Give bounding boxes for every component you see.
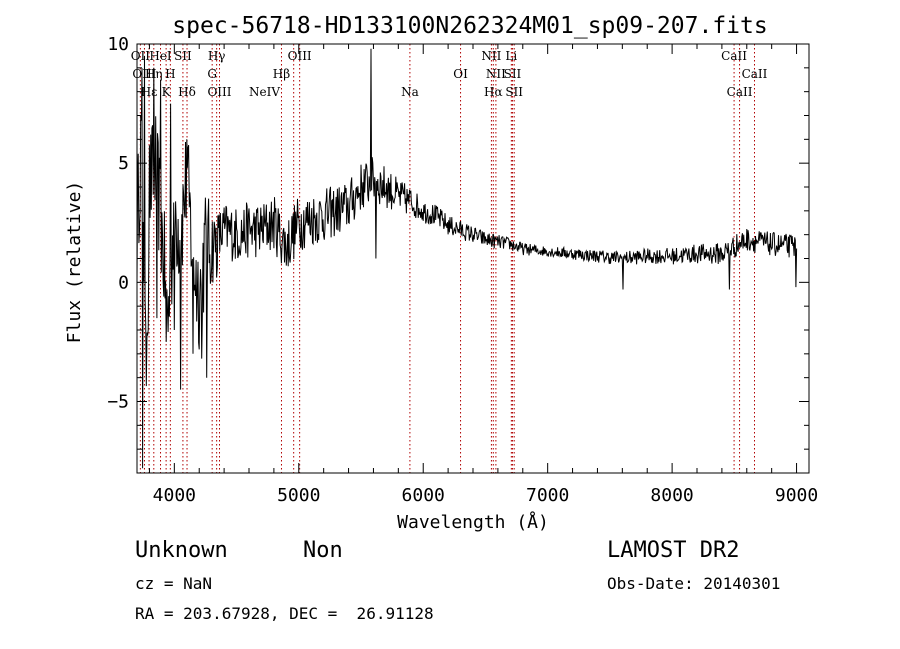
x-tick-label: 5000 xyxy=(277,485,320,506)
spectral-line-label: Li xyxy=(505,49,517,63)
spectral-line-label: NII xyxy=(486,67,506,81)
object-class: Unknown xyxy=(135,538,228,563)
spectral-line-label: Hγ xyxy=(208,49,226,63)
x-tick-label: 4000 xyxy=(153,485,196,506)
spectral-line-label: CaII xyxy=(727,85,753,99)
spectral-line-label: OIII xyxy=(207,85,231,99)
y-axis-label: Flux (relative) xyxy=(64,181,85,344)
chart-title: spec-56718-HD133100N262324M01_sp09-207.f… xyxy=(172,13,767,39)
spectral-line-label: HeI xyxy=(149,49,172,63)
object-subclass: Non xyxy=(303,538,343,563)
spectral-line-label: NeIV xyxy=(249,85,280,99)
spectral-line-label: G xyxy=(207,67,217,81)
spectral-line-label: Hδ xyxy=(178,85,196,99)
ra-dec-coordinates: RA = 203.67928, DEC = 26.91128 xyxy=(135,604,434,623)
x-tick-label: 6000 xyxy=(402,485,445,506)
y-tick-label: 0 xyxy=(118,272,129,293)
y-tick-label: 5 xyxy=(118,153,129,174)
spectral-line-label: Hα xyxy=(484,85,503,99)
spectral-line-label: OII xyxy=(131,49,151,63)
x-tick-label: 9000 xyxy=(775,485,818,506)
plot-frame xyxy=(136,43,810,474)
x-tick-label: 8000 xyxy=(650,485,693,506)
y-tick-label: −5 xyxy=(107,392,129,413)
x-axis-label: Wavelength (Å) xyxy=(397,511,549,533)
survey-name: LAMOST DR2 xyxy=(607,538,740,563)
spectral-line-label: CaII xyxy=(742,67,768,81)
spectrum-line-series xyxy=(136,48,798,469)
spectral-line-label: CaII xyxy=(721,49,747,63)
spectral-line-label: OI xyxy=(453,67,468,81)
spectral-line-label: Hβ xyxy=(273,67,290,81)
spectral-line-label: SII xyxy=(505,85,523,99)
spectral-line-label: K xyxy=(162,85,172,99)
x-tick-label: 7000 xyxy=(526,485,569,506)
observation-date: Obs-Date: 20140301 xyxy=(607,574,781,593)
spectral-line-label: SII xyxy=(174,49,192,63)
spectral-line-label: NII xyxy=(481,49,501,63)
y-tick-label: 10 xyxy=(107,34,129,55)
spectral-line-label: H xyxy=(165,67,175,81)
spectral-line-label: OIII xyxy=(288,49,312,63)
spectral-line-label: Na xyxy=(401,85,419,99)
spectral-line-label: SII xyxy=(504,67,522,81)
redshift-cz: cz = NaN xyxy=(135,574,213,593)
axis-ticks: 4000 5000 6000 7000 8000 9000 −5 0 5 10 xyxy=(107,34,818,506)
spectral-line-label: Hε xyxy=(141,85,158,99)
